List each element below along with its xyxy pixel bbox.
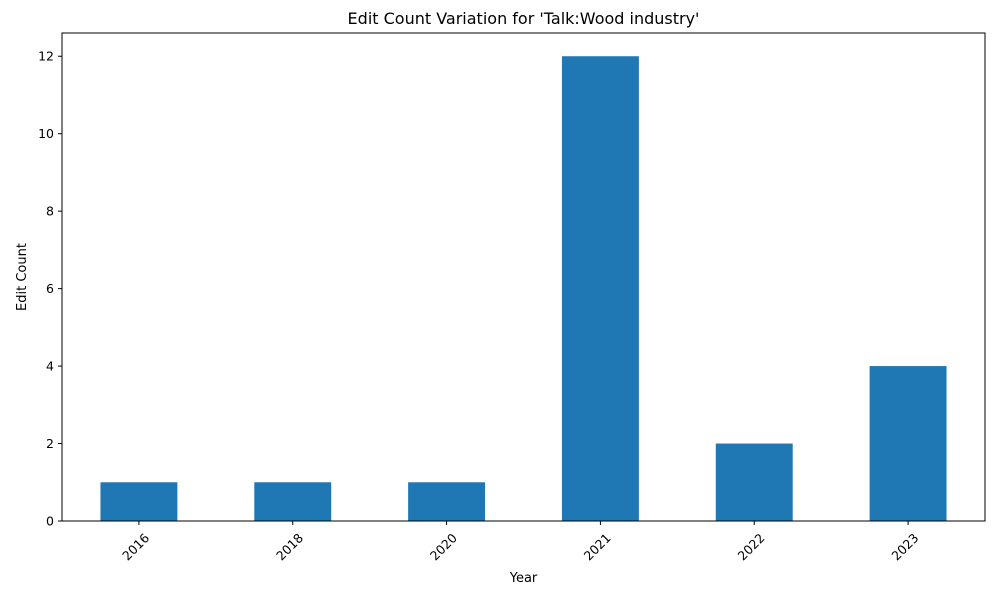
bars-layer (100, 56, 947, 521)
x-tick-label: 2020 (427, 530, 460, 563)
y-tick-label: 0 (46, 514, 54, 529)
y-axis-label: Edit Count (15, 243, 30, 311)
y-tick-label: 6 (46, 281, 54, 296)
bar-2018 (254, 482, 332, 521)
bar-2021 (561, 56, 639, 521)
chart-title: Edit Count Variation for 'Talk:Wood indu… (348, 9, 700, 28)
x-tick-label: 2018 (273, 530, 306, 563)
bar-2023 (869, 366, 947, 521)
x-axis-label: Year (509, 571, 538, 586)
y-tick-label: 4 (46, 359, 54, 374)
bar-2016 (100, 482, 178, 521)
x-tick-label: 2022 (735, 530, 768, 563)
y-tick-label: 2 (46, 436, 54, 451)
plot-frame (61, 32, 986, 522)
x-tick-label: 2023 (888, 530, 921, 563)
x-tick-label: 2021 (581, 530, 614, 563)
y-tick-label: 12 (38, 49, 54, 64)
bar-2022 (715, 443, 793, 521)
y-tick-label: 10 (38, 126, 54, 141)
x-tick-label: 2016 (119, 530, 152, 563)
y-tick-label: 8 (46, 204, 54, 219)
bar-2020 (408, 482, 486, 521)
